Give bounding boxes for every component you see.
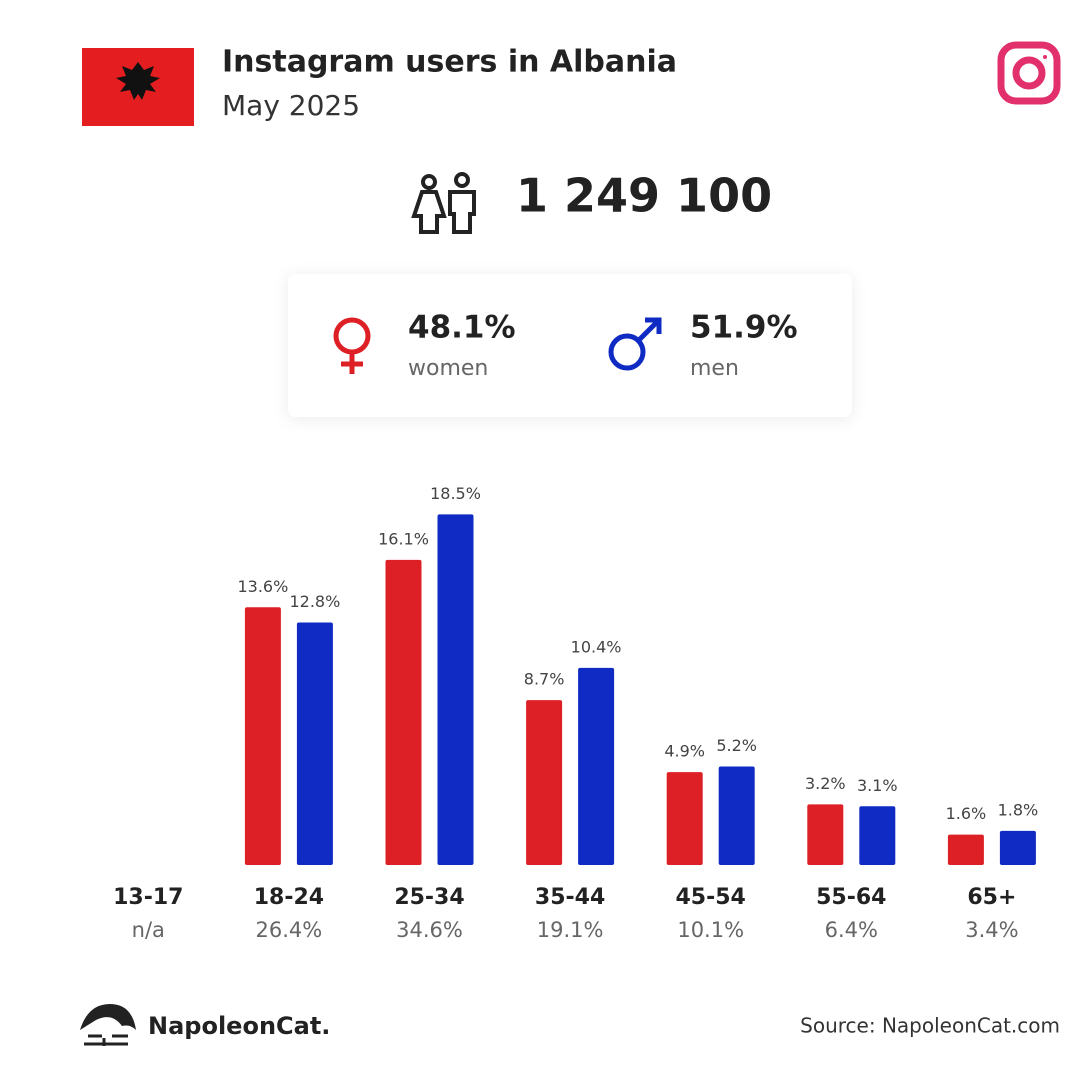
bar: [999, 830, 1036, 865]
bar: [666, 772, 703, 865]
bar: [244, 607, 281, 865]
category-total: 3.4%: [965, 918, 1018, 942]
men-share: 51.9%: [690, 310, 798, 346]
bar: [718, 766, 755, 865]
flag: [82, 48, 194, 126]
bar: [859, 806, 896, 865]
value-label: 18.5%: [430, 484, 481, 503]
bar: [385, 559, 422, 865]
value-label: 13.6%: [237, 577, 288, 596]
source: Source: NapoleonCat.com: [800, 1014, 1060, 1038]
male-symbol: [608, 317, 662, 371]
category-label: 55-64: [816, 885, 886, 910]
people-icon: [411, 172, 476, 234]
category-label: 13-17: [113, 885, 183, 910]
total-users: 1 249 100: [516, 169, 772, 223]
value-label: 4.9%: [664, 742, 705, 761]
bar: [437, 514, 474, 865]
bar: [807, 804, 844, 865]
category-total: 6.4%: [825, 918, 878, 942]
bar: [947, 834, 984, 865]
category-label: 35-44: [535, 885, 605, 910]
value-label: 1.6%: [946, 804, 987, 823]
category-total: 19.1%: [537, 918, 604, 942]
category-label: 18-24: [254, 885, 324, 910]
value-label: 5.2%: [716, 736, 757, 755]
bar-chart: 13-17 n/a 18-24 26.4% 13.6%12.8% 25-34 34.6% 16…: [113, 484, 1038, 942]
subtitle: May 2025: [222, 89, 360, 122]
bar: [296, 622, 333, 865]
napoleoncat-logo: [80, 1004, 136, 1046]
women-share: 48.1%: [408, 310, 516, 346]
women-label: women: [408, 356, 488, 381]
value-label: 12.8%: [289, 592, 340, 611]
value-label: 8.7%: [524, 670, 565, 689]
men-label: men: [690, 356, 739, 381]
brand: NapoleonCat.: [148, 1012, 330, 1040]
category-total: 10.1%: [677, 918, 744, 942]
value-label: 3.2%: [805, 774, 846, 793]
title: Instagram users in Albania: [222, 45, 677, 80]
value-label: 10.4%: [571, 637, 622, 656]
female-symbol: [333, 317, 371, 374]
value-label: 1.8%: [998, 800, 1039, 819]
category-label: 65+: [967, 885, 1016, 910]
category-total: n/a: [132, 918, 165, 942]
category-label: 45-54: [676, 885, 746, 910]
gender-card: [288, 274, 852, 417]
bar: [578, 667, 615, 865]
value-label: 3.1%: [857, 776, 898, 795]
bar: [526, 700, 563, 865]
category-label: 25-34: [394, 885, 464, 910]
category-total: 26.4%: [256, 918, 323, 942]
instagram-logo: [997, 41, 1061, 105]
value-label: 16.1%: [378, 529, 429, 548]
category-total: 34.6%: [396, 918, 463, 942]
